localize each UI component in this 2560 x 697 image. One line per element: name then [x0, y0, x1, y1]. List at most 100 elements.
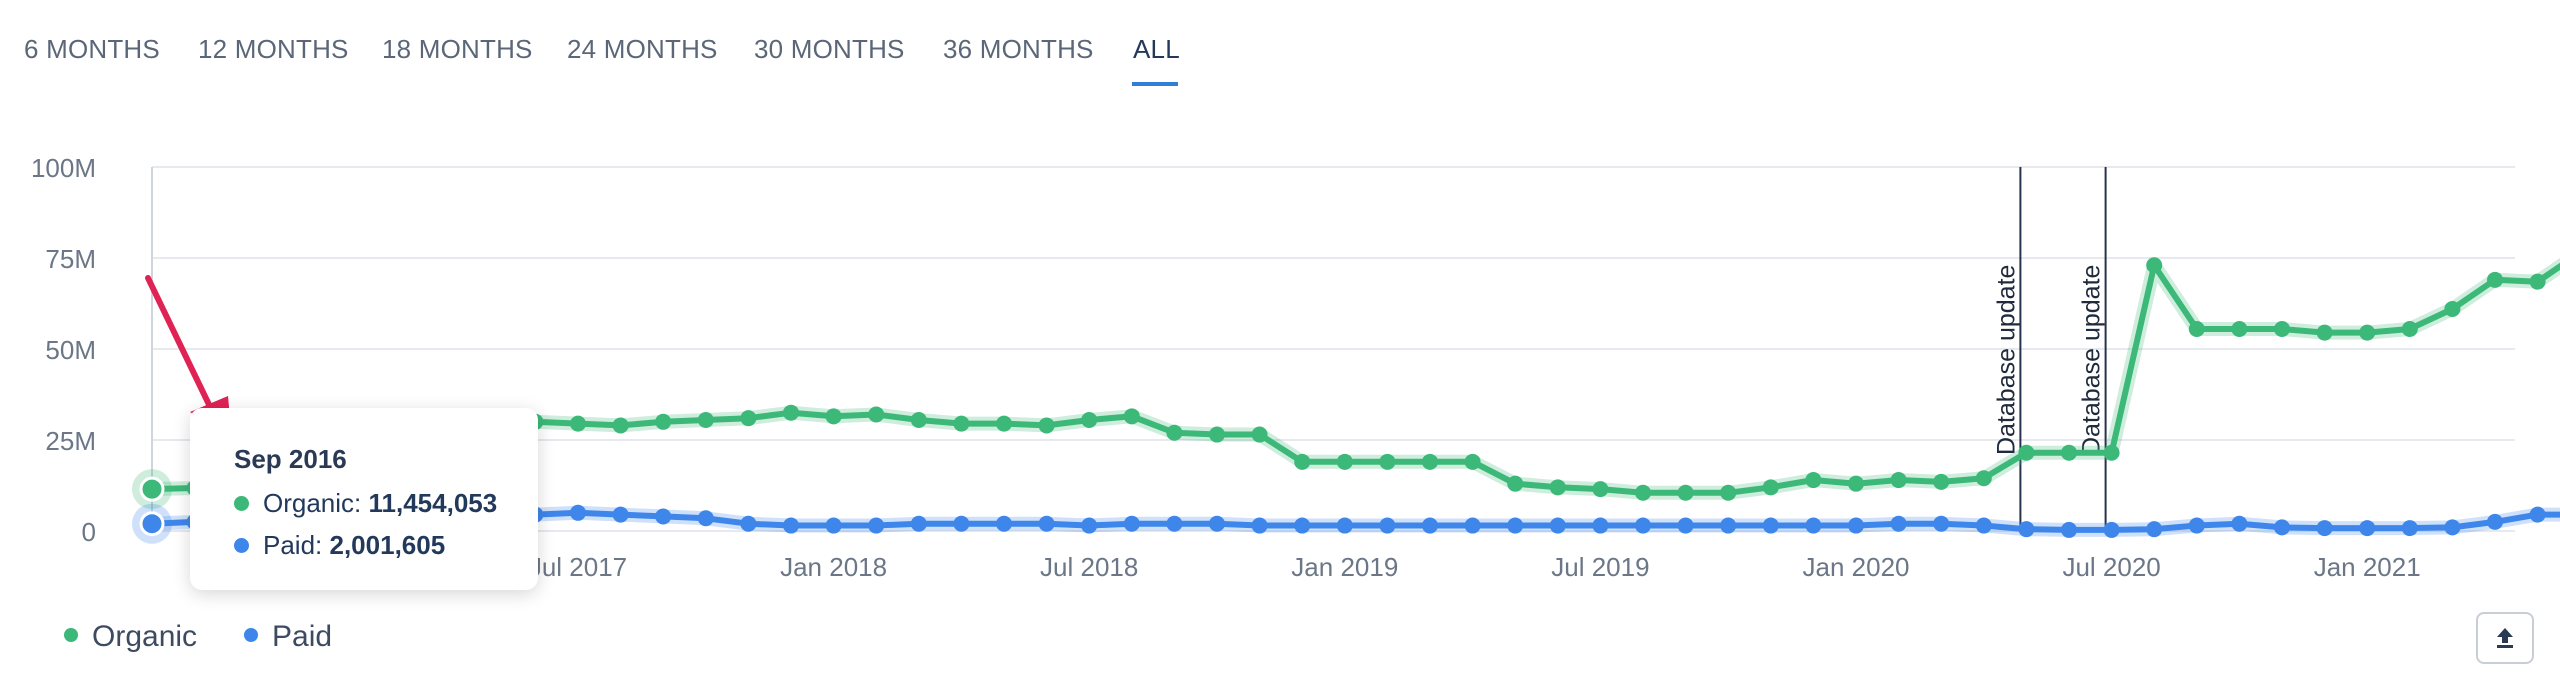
paid-point[interactable]: [2018, 521, 2035, 538]
organic-point[interactable]: [1294, 453, 1311, 470]
organic-point[interactable]: [1422, 453, 1438, 470]
paid-point[interactable]: [868, 517, 885, 534]
paid-point[interactable]: [2103, 521, 2120, 538]
tab-30-months[interactable]: 30 MONTHS: [754, 34, 905, 64]
paid-point[interactable]: [2146, 521, 2163, 538]
paid-point[interactable]: [2529, 506, 2546, 523]
organic-point[interactable]: [1762, 479, 1779, 496]
organic-point[interactable]: [1805, 472, 1822, 489]
paid-point[interactable]: [910, 515, 927, 532]
organic-point[interactable]: [2359, 324, 2376, 341]
organic-point[interactable]: [868, 406, 885, 423]
paid-point[interactable]: [1336, 517, 1353, 534]
organic-point[interactable]: [2018, 444, 2035, 461]
paid-point[interactable]: [1762, 517, 1779, 534]
organic-point[interactable]: [2529, 273, 2546, 290]
paid-point[interactable]: [1209, 515, 1225, 532]
paid-point[interactable]: [2188, 517, 2205, 534]
paid-point[interactable]: [1549, 517, 1566, 534]
paid-point[interactable]: [2487, 513, 2503, 530]
paid-point[interactable]: [953, 515, 970, 532]
paid-point[interactable]: [2231, 515, 2248, 532]
organic-point[interactable]: [783, 404, 799, 421]
paid-point[interactable]: [1677, 517, 1694, 534]
organic-point[interactable]: [1975, 470, 1992, 487]
paid-point[interactable]: [570, 504, 586, 521]
organic-point[interactable]: [740, 410, 757, 427]
paid-point[interactable]: [1166, 515, 1183, 532]
organic-point[interactable]: [1890, 472, 1907, 489]
organic-hover-point[interactable]: [139, 476, 165, 502]
paid-point[interactable]: [1464, 517, 1481, 534]
tab-24-months[interactable]: 24 MONTHS: [567, 34, 718, 64]
paid-point[interactable]: [655, 508, 672, 525]
organic-point[interactable]: [1336, 453, 1353, 470]
organic-point[interactable]: [996, 415, 1012, 432]
paid-point[interactable]: [697, 510, 714, 527]
organic-point[interactable]: [1720, 484, 1737, 501]
organic-point[interactable]: [2274, 320, 2290, 337]
paid-point[interactable]: [1294, 517, 1311, 534]
paid-point[interactable]: [2401, 520, 2418, 537]
paid-point[interactable]: [2274, 519, 2290, 536]
organic-point[interactable]: [2061, 444, 2077, 461]
organic-point[interactable]: [697, 411, 714, 428]
paid-point[interactable]: [825, 517, 842, 534]
paid-point[interactable]: [1890, 515, 1907, 532]
organic-point[interactable]: [2444, 300, 2461, 317]
organic-point[interactable]: [2188, 320, 2205, 337]
organic-point[interactable]: [825, 408, 842, 425]
paid-point[interactable]: [1975, 517, 1992, 534]
paid-point[interactable]: [2444, 519, 2461, 536]
organic-point[interactable]: [1251, 426, 1268, 443]
paid-point[interactable]: [1635, 517, 1651, 534]
organic-point[interactable]: [1592, 481, 1609, 498]
organic-point[interactable]: [570, 415, 586, 432]
organic-point[interactable]: [1209, 426, 1225, 443]
organic-point[interactable]: [910, 411, 927, 428]
organic-point[interactable]: [1933, 473, 1950, 490]
organic-point[interactable]: [655, 413, 672, 430]
paid-point[interactable]: [1038, 515, 1055, 532]
legend-item-organic[interactable]: Organic: [64, 620, 197, 654]
paid-point[interactable]: [1081, 517, 1098, 534]
tab-18-months[interactable]: 18 MONTHS: [382, 34, 533, 64]
legend-item-paid[interactable]: Paid: [244, 620, 332, 654]
paid-point[interactable]: [1933, 515, 1950, 532]
organic-point[interactable]: [1507, 475, 1524, 492]
tab-all[interactable]: ALL: [1133, 34, 1180, 64]
organic-point[interactable]: [612, 417, 629, 434]
organic-point[interactable]: [2231, 320, 2248, 337]
export-button[interactable]: [2476, 612, 2534, 664]
organic-point[interactable]: [1677, 484, 1694, 501]
organic-point[interactable]: [1549, 479, 1566, 496]
organic-point[interactable]: [1123, 408, 1140, 425]
paid-point[interactable]: [1379, 517, 1396, 534]
paid-point[interactable]: [2359, 520, 2376, 537]
organic-point[interactable]: [2401, 320, 2418, 337]
paid-point[interactable]: [1592, 517, 1609, 534]
organic-point[interactable]: [1081, 411, 1098, 428]
organic-point[interactable]: [953, 415, 970, 432]
paid-point[interactable]: [612, 506, 629, 523]
paid-point[interactable]: [1422, 517, 1438, 534]
organic-point[interactable]: [1635, 484, 1651, 501]
paid-point[interactable]: [1251, 517, 1268, 534]
organic-point[interactable]: [1166, 424, 1183, 441]
organic-point[interactable]: [1848, 475, 1864, 492]
organic-point[interactable]: [1038, 417, 1055, 434]
organic-point[interactable]: [2146, 257, 2163, 274]
tab-6-months[interactable]: 6 MONTHS: [24, 34, 160, 64]
paid-point[interactable]: [1848, 517, 1864, 534]
paid-hover-point[interactable]: [139, 511, 165, 537]
paid-point[interactable]: [996, 515, 1012, 532]
organic-point[interactable]: [2103, 444, 2120, 461]
organic-point[interactable]: [2487, 271, 2503, 288]
tab-36-months[interactable]: 36 MONTHS: [943, 34, 1094, 64]
paid-point[interactable]: [1805, 517, 1822, 534]
paid-point[interactable]: [1507, 517, 1524, 534]
tab-12-months[interactable]: 12 MONTHS: [198, 34, 349, 64]
organic-point[interactable]: [2316, 324, 2333, 341]
organic-point[interactable]: [1379, 453, 1396, 470]
organic-point[interactable]: [1464, 453, 1481, 470]
